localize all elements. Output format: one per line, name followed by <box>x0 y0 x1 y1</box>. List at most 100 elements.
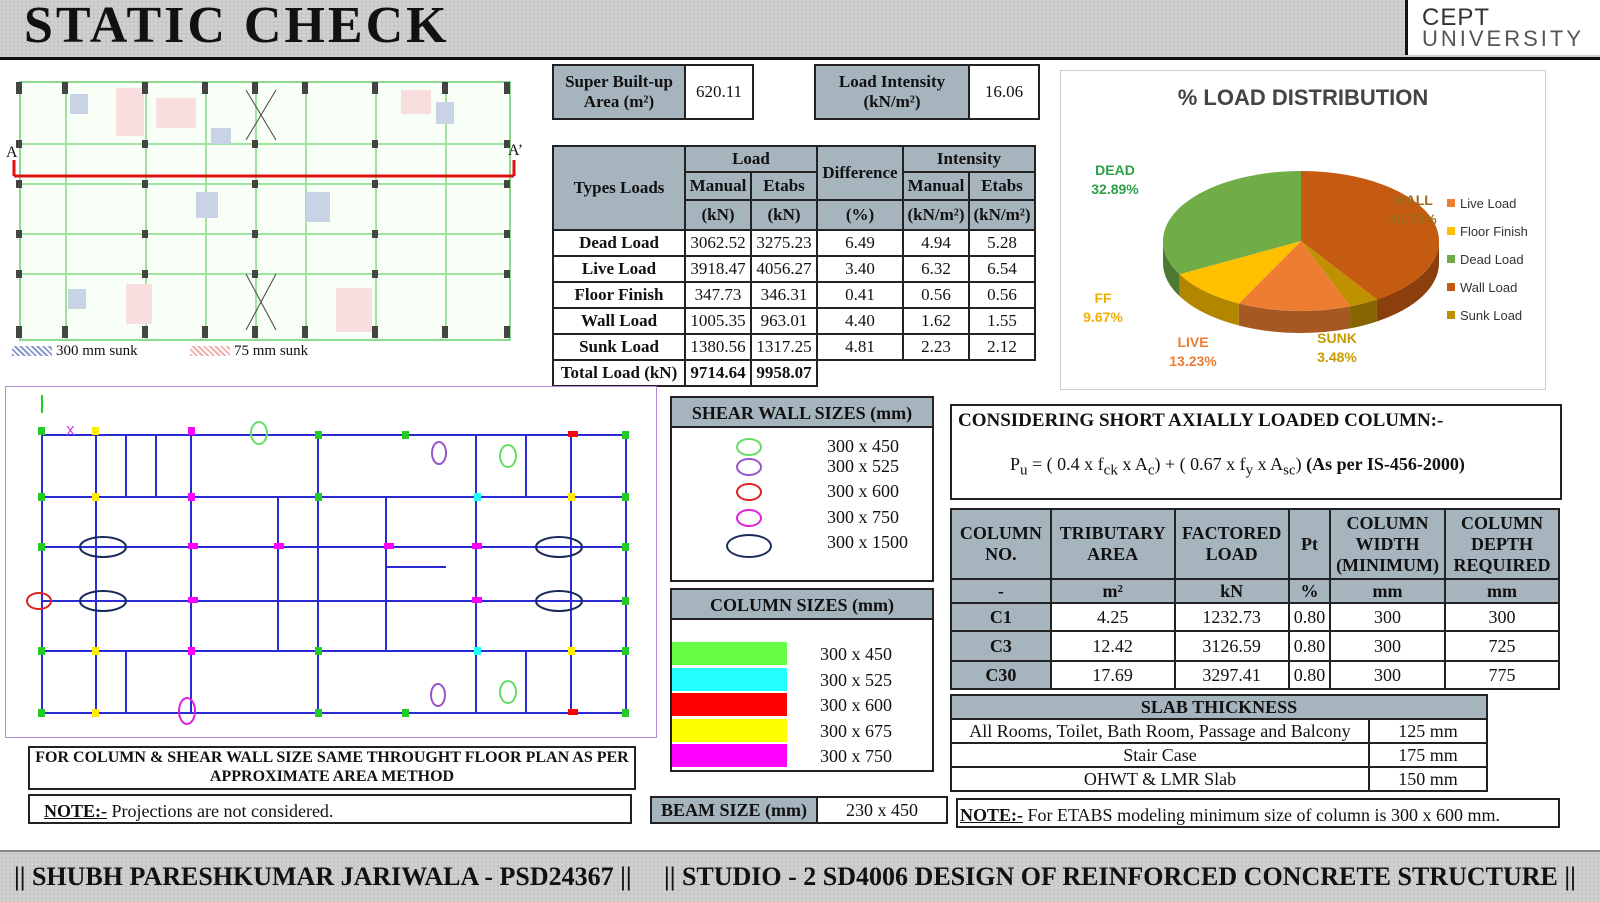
pie-label: WALL <box>1393 192 1433 208</box>
column-size-title: COLUMN SIZES (mm) <box>672 590 932 620</box>
column-size-swatch <box>672 718 787 742</box>
slab-thickness-table: SLAB THICKNESS All Rooms, Toilet, Bath R… <box>950 694 1488 792</box>
column-size-value: 300 x 750 <box>820 746 892 766</box>
legend-swatch <box>1447 255 1455 263</box>
pie-slice-wall <box>1301 171 1439 300</box>
shear-wall-size: 300 x 750 <box>827 506 899 527</box>
column-size-value: 300 x 675 <box>820 720 892 741</box>
column-size-value: 300 x 600 <box>820 695 892 715</box>
floor-plan-svg <box>12 81 516 341</box>
intensity-box: Load Intensity (kN/m²) 16.06 <box>814 64 1040 120</box>
pie-value-label: 13.23% <box>1169 353 1217 369</box>
column-size-item: 300 x 525 <box>672 667 932 694</box>
shear-wall-item: 300 x 450 <box>672 428 932 456</box>
projection-note: NOTE:- Projections are not considered. <box>28 794 632 824</box>
legend-label: Live Load <box>1460 195 1517 211</box>
pie-value-label: 40.73% <box>1389 211 1437 227</box>
pie-slice-sunk <box>1301 241 1377 307</box>
legend-item: Dead Load <box>1447 245 1528 273</box>
unit-pct: (%) <box>816 199 904 231</box>
legend-300-swatch <box>12 346 52 356</box>
load-table: Types Loads Load Difference Intensity Ma… <box>552 145 1036 387</box>
shear-wall-size: 300 x 450 <box>827 436 899 456</box>
header-int-manual: Manual <box>902 171 970 201</box>
table-row: Sunk Load 1380.56 1317.25 4.81 2.23 2.12 <box>552 333 1036 361</box>
column-size-value: 300 x 525 <box>820 669 892 690</box>
area-method-note: FOR COLUMN & SHEAR WALL SIZE SAME THROUG… <box>28 746 636 790</box>
section-mark-a: A <box>6 144 18 161</box>
pie-value-label: 32.89% <box>1091 181 1139 197</box>
legend-label: Wall Load <box>1460 279 1518 295</box>
table-row: Floor Finish 347.73 346.31 0.41 0.56 0.56 <box>552 281 1036 309</box>
column-size-legend: COLUMN SIZES (mm) 300 x 450 300 x 525 300 … <box>670 588 934 772</box>
pie-slice-side <box>1238 303 1351 333</box>
legend-swatch <box>1447 227 1455 235</box>
shear-wall-ellipse-icon <box>736 438 762 456</box>
legend-swatch <box>1447 311 1455 319</box>
legend-item: Floor Finish <box>1447 217 1528 245</box>
beam-size-box: BEAM SIZE (mm) 230 x 450 <box>650 796 948 824</box>
table-row: C30 17.69 3297.41 0.80 300 775 <box>950 660 1560 690</box>
legend-label: Floor Finish <box>1460 223 1528 239</box>
svg-text:X: X <box>66 423 75 438</box>
unit-knm2: (kN/m²) <box>968 199 1036 231</box>
pie-slice-live <box>1238 241 1351 311</box>
header: STATIC CHECK CEPT UNIVERSITY <box>0 0 1600 60</box>
etabs-note: NOTE:- For ETABS modeling minimum size o… <box>956 798 1560 828</box>
beam-size-value: 230 x 450 <box>816 796 948 824</box>
column-size-swatch <box>672 744 787 767</box>
shear-wall-title: SHEAR WALL SIZES (mm) <box>672 398 932 428</box>
table-row: All Rooms, Toilet, Bath Room, Passage an… <box>950 718 1488 744</box>
shear-wall-legend: SHEAR WALL SIZES (mm) 300 x 450 300 x 525… <box>670 396 934 582</box>
unit-kn: (kN) <box>684 199 752 231</box>
shear-wall-ellipse-icon <box>736 457 762 476</box>
slab-title: SLAB THICKNESS <box>950 694 1488 720</box>
page-title: STATIC CHECK <box>24 0 450 54</box>
footer-course: || STUDIO - 2 SD4006 DESIGN OF REINFORCE… <box>664 862 1576 891</box>
area-box: Super Built-up Area (m²) 620.11 <box>552 64 754 120</box>
legend-swatch <box>1447 199 1455 207</box>
pie-value-label: 3.48% <box>1317 349 1357 365</box>
chart-legend: Live Load Floor Finish Dead Load Wall Load S… <box>1447 189 1528 329</box>
legend-item: Sunk Load <box>1447 301 1528 329</box>
shear-wall-ellipse-icon <box>726 534 772 558</box>
shear-wall-list: 300 x 450 300 x 525 300 x 600 300 x 750 300 … <box>672 428 932 558</box>
column-size-swatch <box>672 667 787 691</box>
pie-slice-side <box>1376 241 1439 322</box>
column-layout-plan: X <box>5 386 657 738</box>
intensity-label: Load Intensity (kN/m²) <box>814 64 970 120</box>
beam-size-label: BEAM SIZE (mm) <box>650 796 818 824</box>
legend-75-label: 75 mm sunk <box>234 343 309 359</box>
chart-title: % LOAD DISTRIBUTION <box>1177 85 1429 110</box>
footer-student: || SHUBH PARESHKUMAR JARIWALA - PSD24367… <box>14 862 632 891</box>
pie-slice-ff <box>1179 241 1301 304</box>
column-size-value: 300 x 450 <box>820 644 892 664</box>
shear-wall-size: 300 x 600 <box>827 481 899 501</box>
table-row: Dead Load 3062.52 3275.23 6.49 4.94 5.28 <box>552 229 1036 257</box>
legend-300-label: 300 mm sunk <box>56 343 138 359</box>
formula-box: CONSIDERING SHORT AXIALLY LOADED COLUMN:… <box>950 404 1562 500</box>
legend-swatch <box>1447 283 1455 291</box>
shear-wall-item: 300 x 750 <box>672 505 932 531</box>
shear-wall-size: 300 x 1500 <box>827 532 908 552</box>
pie-slice-side <box>1163 241 1180 297</box>
pie-slice-side <box>1350 299 1377 329</box>
header-intensity: Intensity <box>902 145 1036 173</box>
table-row: Wall Load 1005.35 963.01 4.40 1.62 1.55 <box>552 307 1036 335</box>
shear-wall-item: 300 x 600 <box>672 479 932 505</box>
section-mark-a-prime: A’ <box>508 142 524 159</box>
pie-slice-dead <box>1163 171 1301 275</box>
legend-75-swatch <box>190 346 230 356</box>
legend-item: Wall Load <box>1447 273 1528 301</box>
pie-label: DEAD <box>1095 162 1135 178</box>
shear-wall-ellipse-icon <box>736 483 762 501</box>
shear-wall-ellipse-icon <box>736 508 762 527</box>
area-label: Super Built-up Area (m²) <box>552 64 686 120</box>
column-size-swatch <box>672 693 787 716</box>
legend-item: Live Load <box>1447 189 1528 217</box>
column-size-item: 300 x 675 <box>672 718 932 745</box>
legend-label: Dead Load <box>1460 251 1524 267</box>
header-difference: Difference <box>816 145 904 201</box>
pie-value-label: 9.67% <box>1083 309 1123 325</box>
column-size-swatch <box>672 642 787 665</box>
